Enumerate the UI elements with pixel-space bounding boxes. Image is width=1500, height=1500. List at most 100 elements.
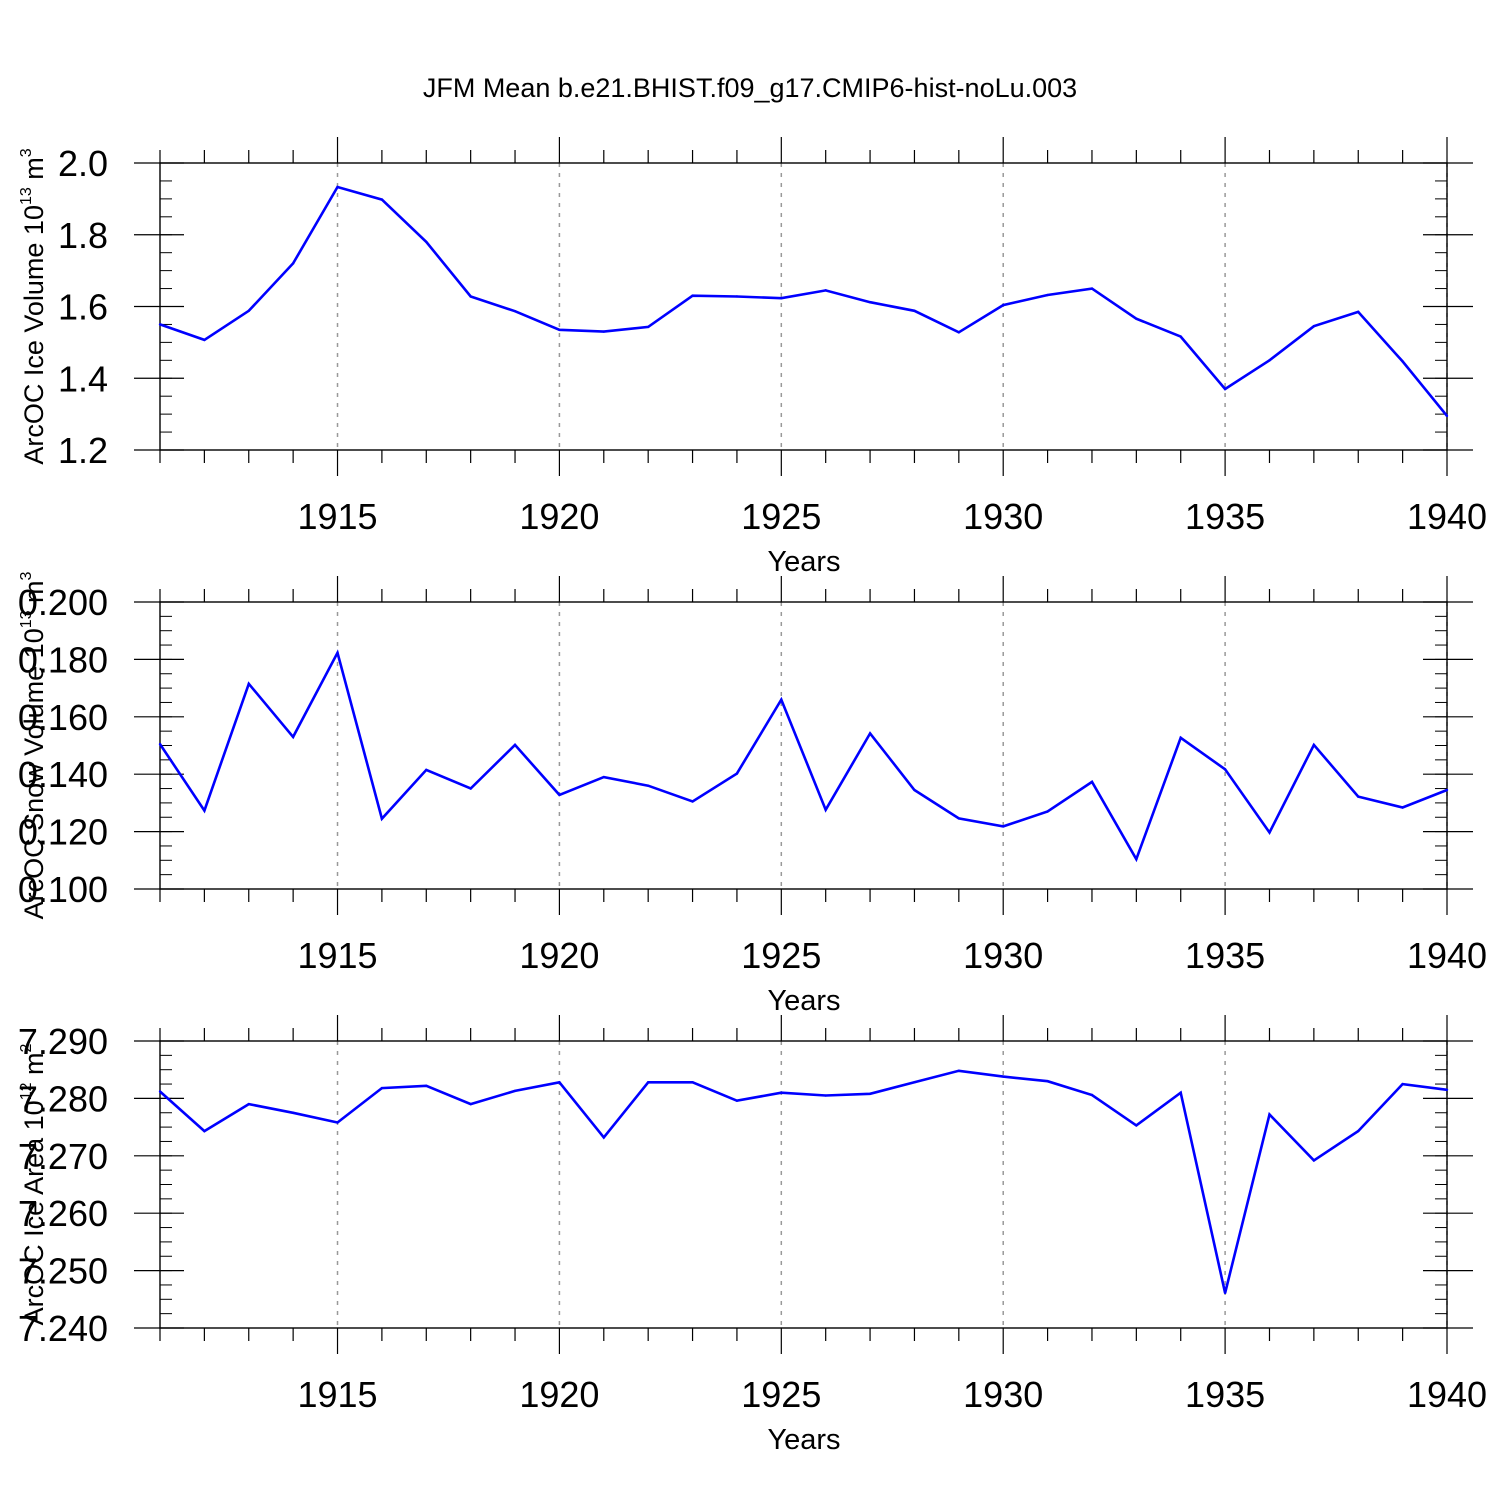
data-point (780, 1091, 783, 1094)
data-point (957, 331, 961, 334)
data-point (913, 788, 916, 792)
panel-ice-area: 7.240 7.250 7.260 7.270 7.280 7.290 1915 1920 19… (18, 1015, 1487, 1456)
data-point (513, 1089, 517, 1093)
data-point (868, 1092, 872, 1096)
panel-ice-volume: 1.2 1.4 1.6 1.8 2.0 1915 1920 1925 1930 1935 1940 Y… (18, 137, 1487, 578)
data-point (336, 185, 339, 189)
data-point (425, 768, 428, 772)
data-point (558, 328, 561, 332)
data-point (380, 198, 384, 201)
data-point (291, 735, 295, 739)
x-tick-label: 1925 (741, 935, 821, 976)
data-point (203, 1129, 206, 1133)
data-point (469, 295, 472, 298)
y-tick-label: 7.280 (18, 1078, 108, 1119)
data-point (1312, 743, 1316, 747)
y-tick-label: 0.140 (18, 754, 108, 795)
data-point (602, 775, 605, 779)
x-tick-label: 1925 (741, 1374, 821, 1415)
x-tick-label: 1930 (963, 1374, 1043, 1415)
data-point (247, 1102, 250, 1106)
x-tick-label: 1915 (297, 935, 377, 976)
data-point (1312, 1159, 1316, 1162)
y-tick-label: 2.0 (58, 143, 108, 184)
y-tick-label: 1.2 (58, 430, 108, 471)
y-tick-label: 7.260 (18, 1193, 108, 1234)
data-point (735, 295, 739, 298)
panel-snow-volume: 0.100 0.120 0.140 0.160 0.180 0.200 1915 1920 19… (18, 571, 1487, 1017)
data-point (913, 1081, 916, 1084)
data-point (1445, 788, 1449, 792)
data-point (1401, 806, 1404, 809)
x-tick-label: 1940 (1407, 1374, 1487, 1415)
data-point (913, 309, 916, 313)
data-point (1002, 303, 1005, 307)
data-point (1268, 1113, 1271, 1116)
data-point (1090, 287, 1094, 290)
x-axis-label: Years (767, 1424, 840, 1456)
x-tick-label: 1935 (1185, 496, 1265, 537)
y-tick-label: 0.200 (18, 582, 108, 623)
x-tick-label: 1915 (297, 1374, 377, 1415)
data-point (1357, 310, 1360, 314)
data-point (602, 1136, 605, 1139)
data-point (336, 651, 339, 654)
data-point (1268, 831, 1271, 834)
data-point (646, 325, 650, 329)
data-point (646, 1081, 650, 1084)
data-point (1223, 768, 1227, 771)
data-point (1223, 1291, 1227, 1295)
data-point (336, 1121, 339, 1124)
data-point (247, 309, 250, 313)
data-point (1002, 825, 1005, 828)
y-tick-label: 0.100 (18, 869, 108, 910)
x-axis-label: Years (767, 985, 840, 1017)
data-point (1090, 1093, 1094, 1097)
x-tick-label: 1935 (1185, 935, 1265, 976)
series-line (159, 185, 1449, 417)
x-tick-label: 1930 (963, 496, 1043, 537)
data-point (1223, 387, 1227, 391)
y-axis-label: ArcOC Ice Area 1012 m2 (18, 1044, 49, 1326)
data-point (602, 330, 605, 333)
data-point (513, 743, 517, 747)
x-axis-label: Years (767, 546, 840, 578)
y-tick-label: 0.180 (18, 639, 108, 680)
data-point (780, 297, 783, 300)
data-point (247, 682, 250, 685)
data-point (824, 808, 827, 811)
data-point (691, 800, 694, 803)
data-point (1268, 359, 1271, 362)
data-point (158, 323, 162, 326)
data-point (735, 772, 739, 775)
data-point (646, 784, 650, 787)
data-point (1135, 1124, 1138, 1127)
data-point (380, 1086, 384, 1090)
data-point (1179, 736, 1182, 739)
series-line (158, 649, 1448, 863)
y-tick-label: 7.290 (18, 1021, 108, 1062)
plot-frame (159, 1040, 1448, 1329)
data-point (1445, 414, 1449, 418)
data-point (780, 698, 783, 701)
data-point (1046, 810, 1049, 813)
data-point (203, 809, 206, 812)
data-point (1002, 1075, 1005, 1078)
data-point (1357, 1129, 1360, 1133)
data-point (1046, 293, 1049, 297)
data-point (558, 1081, 561, 1084)
data-point (380, 817, 384, 820)
y-tick-label: 7.270 (18, 1136, 108, 1177)
data-point (1357, 795, 1360, 798)
data-point (469, 787, 472, 790)
y-tick-label: 7.240 (18, 1308, 108, 1349)
data-point (1135, 857, 1138, 861)
plot-frame (159, 601, 1448, 890)
data-point (824, 289, 827, 292)
y-tick-label: 1.6 (58, 287, 108, 328)
y-tick-label: 0.160 (18, 697, 108, 738)
plot-frame (159, 162, 1448, 451)
x-tick-label: 1940 (1407, 496, 1487, 537)
data-point (1179, 335, 1182, 338)
